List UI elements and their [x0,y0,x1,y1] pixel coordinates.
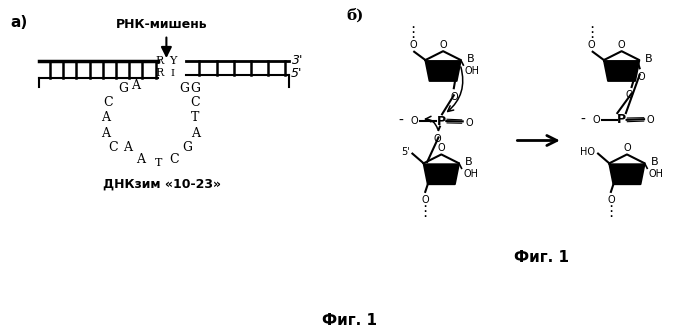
Text: A: A [136,153,145,166]
Polygon shape [424,163,459,184]
Text: P: P [617,113,626,126]
Text: P: P [437,115,446,128]
Text: б): б) [346,8,364,22]
Text: Фиг. 1: Фиг. 1 [323,313,377,328]
Text: O: O [587,40,595,50]
Text: R: R [156,56,164,66]
Text: O: O [592,115,600,125]
Text: G: G [118,82,128,95]
Text: O: O [434,134,442,144]
Text: A: A [123,141,132,154]
Text: РНК-мишень: РНК-мишень [116,18,207,31]
Text: Фиг. 1: Фиг. 1 [514,250,570,265]
Text: O: O [618,40,625,50]
Text: HO: HO [580,147,596,157]
Text: B: B [467,54,474,64]
Text: T: T [191,112,200,124]
Text: 2': 2' [444,65,452,74]
Text: O: O [410,116,418,126]
Text: ⋮: ⋮ [584,25,599,40]
Text: B: B [650,157,658,167]
Text: C: C [169,153,179,166]
Text: O: O [438,143,445,153]
Text: OH: OH [649,170,664,180]
Text: O: O [409,40,416,50]
Text: C: C [104,96,113,109]
Text: 3': 3' [292,54,303,67]
Text: O: O [647,115,655,125]
Text: O: O [623,143,631,153]
Text: -: - [398,114,403,128]
Text: A: A [132,79,140,92]
Text: C: C [108,141,118,154]
Text: ⋮: ⋮ [603,204,619,218]
Text: A: A [191,127,200,140]
Text: O: O [466,118,473,128]
Text: I: I [171,69,175,78]
Text: O: O [626,90,634,100]
Text: O: O [440,40,447,50]
Text: C: C [190,96,200,109]
Text: T: T [155,157,162,168]
Polygon shape [609,163,645,184]
Text: 3': 3' [434,65,442,74]
Text: O: O [450,91,458,102]
Text: ⋮: ⋮ [418,204,433,218]
Text: G: G [190,82,200,95]
Polygon shape [426,60,461,81]
Text: B: B [645,54,652,64]
Text: а): а) [10,15,27,30]
Text: O: O [607,195,615,205]
Text: OH: OH [465,66,480,76]
Text: A: A [101,112,110,124]
Text: -: - [580,113,585,127]
Text: B: B [465,157,472,167]
Text: R: R [156,68,164,78]
Text: A: A [101,127,110,140]
Text: Y: Y [169,56,176,66]
Text: ДНКзим «10-23»: ДНКзим «10-23» [103,178,220,191]
Text: 5': 5' [291,67,302,80]
Text: O: O [421,195,429,205]
Text: OH: OH [463,170,478,180]
Polygon shape [604,60,639,81]
Text: O: O [638,72,645,82]
Text: G: G [182,141,192,154]
Text: ⋮: ⋮ [405,25,421,40]
Text: G: G [179,82,189,95]
Text: 5': 5' [401,147,410,157]
